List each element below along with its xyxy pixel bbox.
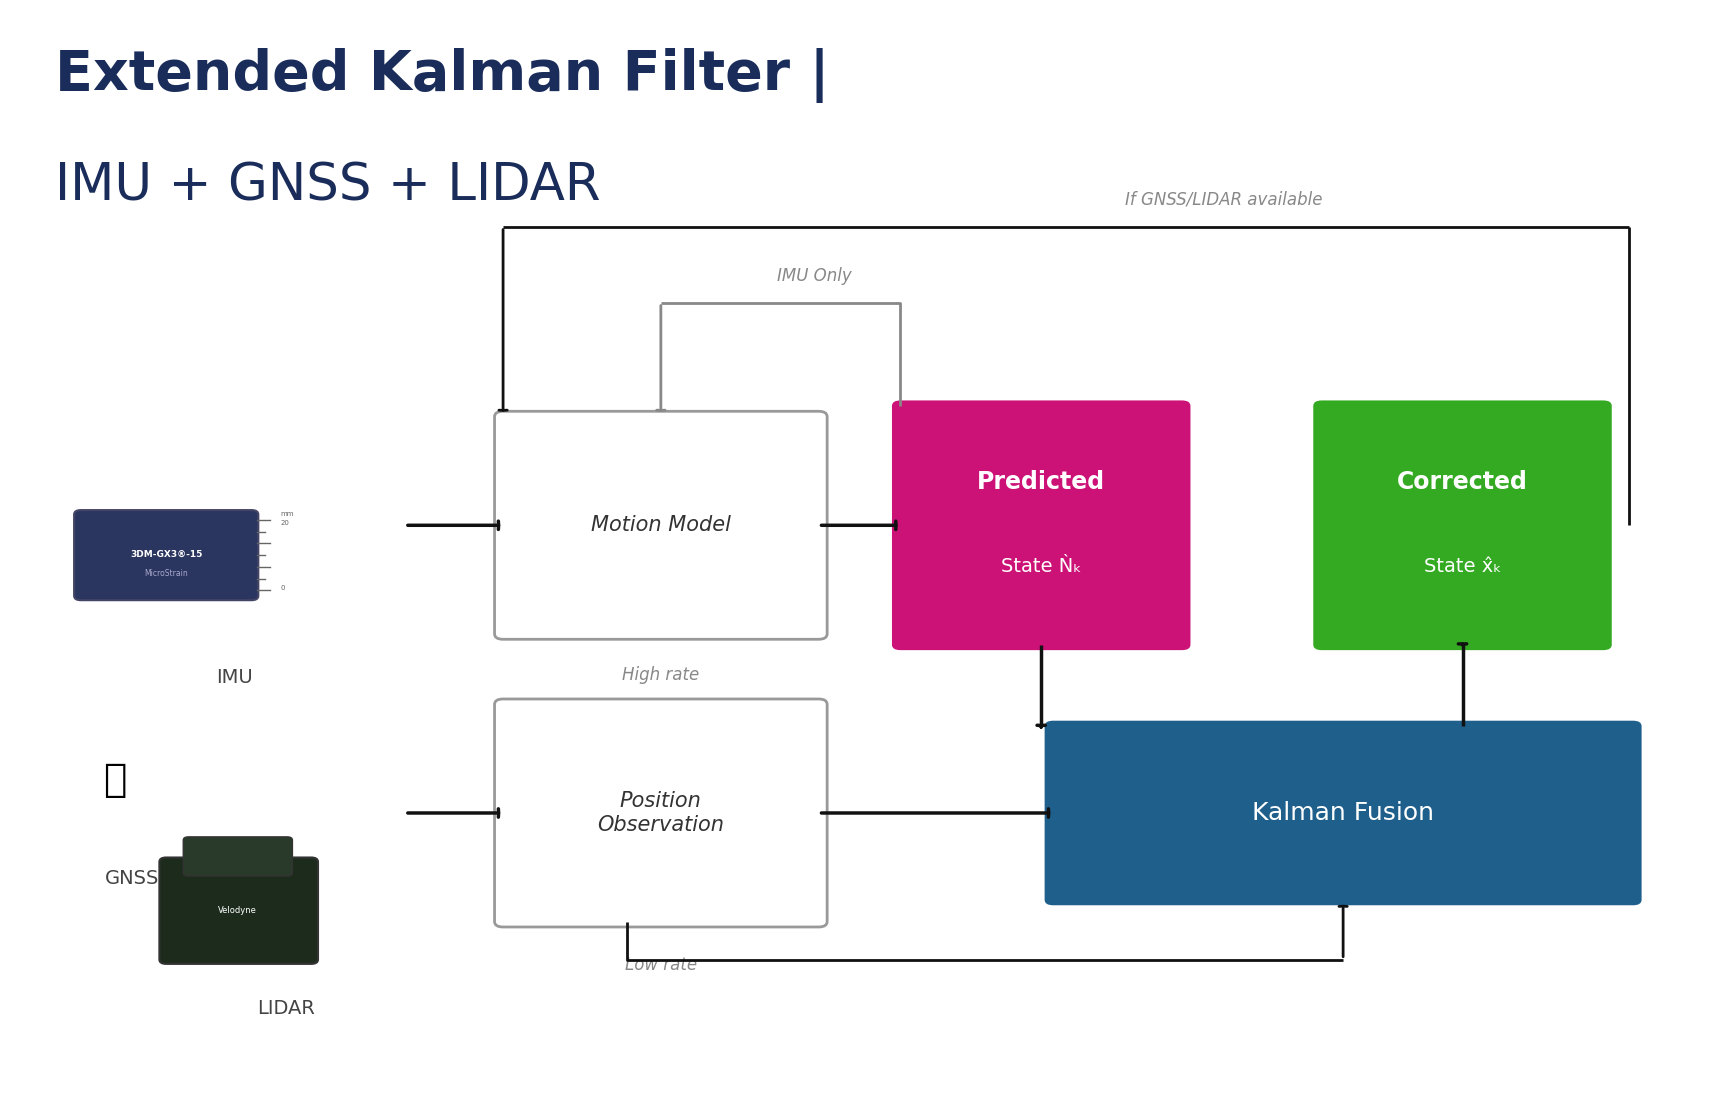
Text: Low rate: Low rate — [626, 956, 698, 974]
Text: Kalman Fusion: Kalman Fusion — [1253, 801, 1435, 825]
Text: IMU: IMU — [216, 667, 252, 687]
FancyBboxPatch shape — [1313, 400, 1611, 650]
Text: 🛰: 🛰 — [103, 761, 127, 800]
Text: mm: mm — [281, 511, 295, 517]
FancyBboxPatch shape — [183, 837, 293, 876]
Text: IMU Only: IMU Only — [778, 267, 852, 284]
Text: 3DM-GX3®-15: 3DM-GX3®-15 — [130, 550, 202, 559]
Text: Motion Model: Motion Model — [591, 515, 730, 535]
Text: LIDAR: LIDAR — [257, 999, 315, 1017]
Text: Extended Kalman Filter |: Extended Kalman Filter | — [55, 48, 830, 103]
Text: Corrected: Corrected — [1397, 469, 1527, 493]
FancyBboxPatch shape — [1044, 721, 1642, 905]
Text: 20: 20 — [281, 520, 290, 526]
Text: GNSS: GNSS — [105, 869, 159, 887]
Text: Velodyne: Velodyne — [218, 906, 257, 916]
Text: High rate: High rate — [622, 666, 699, 684]
Text: Position
Observation: Position Observation — [598, 791, 725, 835]
FancyBboxPatch shape — [74, 510, 259, 601]
Text: MicroStrain: MicroStrain — [144, 569, 189, 578]
FancyBboxPatch shape — [891, 400, 1191, 650]
FancyBboxPatch shape — [159, 858, 319, 964]
Text: State x̂ₖ: State x̂ₖ — [1424, 557, 1501, 577]
Text: If GNSS/LIDAR available: If GNSS/LIDAR available — [1124, 190, 1323, 209]
Text: 0: 0 — [281, 585, 285, 591]
Text: Predicted: Predicted — [977, 469, 1106, 493]
Text: State Ǹₖ: State Ǹₖ — [1001, 557, 1082, 577]
Text: IMU + GNSS + LIDAR: IMU + GNSS + LIDAR — [55, 162, 602, 211]
FancyBboxPatch shape — [495, 699, 828, 927]
FancyBboxPatch shape — [495, 411, 828, 639]
